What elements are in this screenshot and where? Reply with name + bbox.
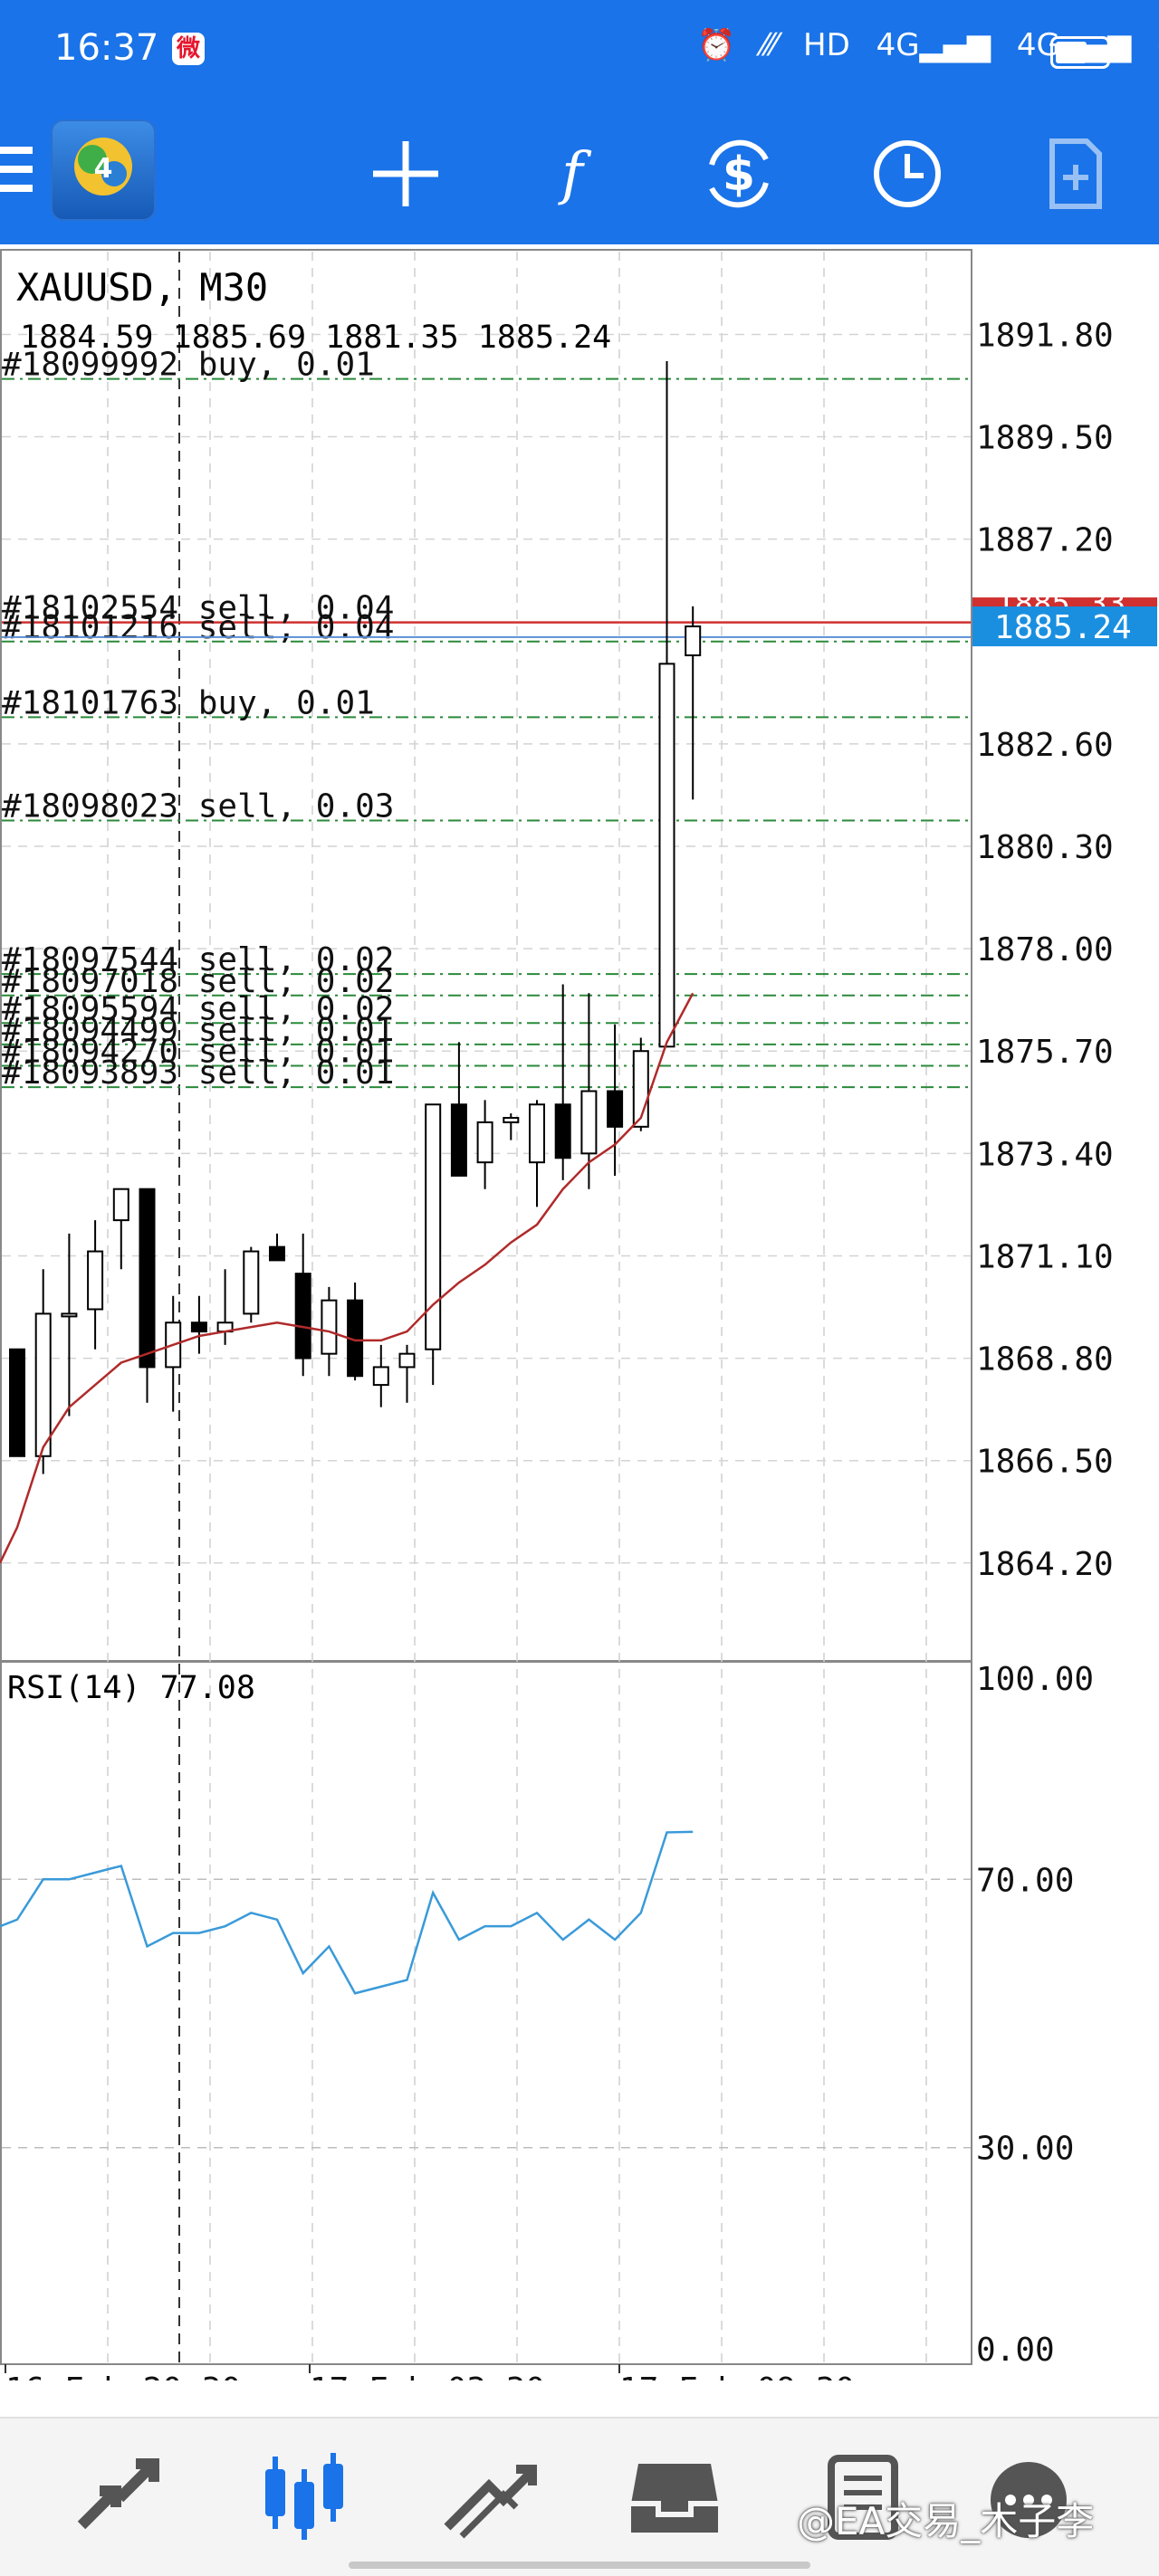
weibo-notification-icon: 微: [172, 33, 205, 65]
rsi-line: [0, 1830, 694, 1995]
price-tick: 1875.70: [976, 1034, 1114, 1071]
news-icon[interactable]: [806, 2446, 915, 2545]
order-label: #18098023 sell, 0.03: [2, 787, 394, 825]
bid-price-label: 1885.24: [994, 609, 1132, 646]
bid-price-tag: [972, 606, 1157, 647]
order-label: #18101763 buy, 0.01: [2, 684, 375, 721]
candle: [34, 1269, 52, 1474]
symbol-title: XAUUSD, M30: [16, 265, 268, 310]
price-tick: 1891.80: [976, 317, 1114, 354]
ma-line: [0, 992, 694, 1564]
candle: [503, 1113, 520, 1140]
svg-text:$: $: [723, 148, 755, 202]
trade-icon[interactable]: $: [694, 129, 784, 219]
menu-icon[interactable]: [0, 147, 33, 196]
candle: [9, 1348, 25, 1457]
candle: [269, 1233, 285, 1262]
candle: [476, 1100, 493, 1189]
battery-icon: [1050, 36, 1116, 69]
rsi-tick: 30.00: [976, 2131, 1074, 2168]
order-label: #18099992 buy, 0.01: [2, 347, 375, 384]
rsi-tick: 100.00: [976, 1661, 1094, 1698]
time-tick: 16 Feb 20:30: [5, 2371, 241, 2380]
candle: [372, 1344, 389, 1407]
order-label: #18095594 sell, 0.02: [2, 990, 394, 1027]
order-label: #18097544 sell, 0.02: [2, 941, 394, 978]
candle: [425, 1103, 442, 1386]
svg-text:4: 4: [94, 153, 113, 185]
rsi-label: RSI(14) 77.08: [7, 1670, 255, 1706]
order-label: #18102554 sell, 0.04: [2, 590, 394, 627]
order-label: #18094499 sell, 0.01: [2, 1012, 394, 1049]
chat-icon[interactable]: [978, 2446, 1087, 2545]
price-tick: 1873.40: [976, 1136, 1114, 1173]
candle: [112, 1188, 129, 1270]
price-tick: 1868.80: [976, 1341, 1114, 1379]
candle: [580, 993, 598, 1189]
candle: [243, 1246, 260, 1323]
watermark-text: @EA交易_木子李: [797, 2499, 1095, 2543]
metatrader-logo[interactable]: 4: [51, 119, 156, 221]
order-label: #18093893 sell, 0.01: [2, 1054, 394, 1092]
price-tick: 1887.20: [976, 522, 1114, 559]
trade-icon[interactable]: [435, 2446, 543, 2545]
bottom-navigation: @EA交易_木子李: [0, 2417, 1159, 2576]
price-chart[interactable]: #18099992 buy, 0.01#18102554 sell, 0.04#…: [0, 244, 1159, 2380]
crosshair-icon[interactable]: [360, 129, 451, 219]
time-tick: 17 Feb 03:30: [310, 2371, 545, 2380]
order-label: #18101216 sell, 0.04: [2, 609, 394, 646]
candle: [347, 1282, 364, 1381]
candle: [190, 1295, 207, 1354]
price-tick: 1889.50: [976, 420, 1114, 457]
candle: [87, 1220, 104, 1350]
chart-area[interactable]: #18099992 buy, 0.01 #18102554 sell, 0.04 #…: [0, 244, 1159, 2380]
alarm-icon: ⏰: [697, 27, 736, 63]
order-label: #18097018 sell, 0.02: [2, 963, 394, 1000]
ohlc-readout: 1884.59 1885.69 1881.35 1885.24: [20, 320, 611, 356]
chart-icon[interactable]: [249, 2446, 358, 2545]
candle: [450, 1042, 467, 1177]
4g-signal-icon: 4G▂▄▆: [876, 27, 991, 63]
price-axis: 1891.80 1889.50 1887.20 1882.60 1880.30 1878.…: [972, 317, 1157, 2369]
rsi-tick: 70.00: [976, 1862, 1074, 1899]
rsi-panel: [0, 1830, 694, 1995]
moving-average: [0, 992, 694, 1564]
candle: [61, 1233, 78, 1417]
home-indicator: [349, 2562, 810, 2569]
candle: [294, 1233, 311, 1377]
chart-grid: [0, 249, 972, 2365]
quotes-icon[interactable]: [63, 2446, 172, 2545]
app-toolbar: 4 f $: [0, 101, 1159, 244]
time-tick: 17 Feb 09:30: [619, 2371, 855, 2380]
candle: [658, 360, 675, 1048]
candle: [554, 984, 571, 1180]
clock-time: 16:37: [54, 27, 159, 69]
price-tick: 1864.20: [976, 1546, 1114, 1583]
price-tick: 1882.60: [976, 727, 1114, 764]
price-tick: 1866.50: [976, 1444, 1114, 1481]
new-document-icon[interactable]: [1029, 129, 1119, 219]
price-tick: 1878.00: [976, 931, 1114, 968]
order-lines: #18099992 buy, 0.01#18102554 sell, 0.04#…: [2, 347, 971, 1092]
candle: [529, 1100, 545, 1207]
indicators-icon[interactable]: f: [561, 140, 583, 207]
price-tick: 1880.30: [976, 829, 1114, 866]
candle: [685, 606, 702, 800]
rsi-tick: 0.00: [976, 2332, 1055, 2369]
wifi-icon: ◠: [1157, 27, 1159, 63]
status-bar: 16:37 微 ⏰ ⁄⁄⁄ HD 4G▂▄▆ 4G▂▄▆ ◠: [0, 0, 1159, 101]
hd-icon: HD: [803, 27, 850, 63]
candle: [607, 1024, 624, 1176]
order-label: #18094270 sell, 0.01: [2, 1033, 394, 1070]
candle: [165, 1295, 182, 1412]
period-icon[interactable]: [862, 129, 953, 219]
candle: [398, 1344, 416, 1403]
price-tick: 1871.10: [976, 1238, 1114, 1275]
candles: [9, 360, 702, 1474]
history-icon[interactable]: [620, 2446, 729, 2545]
candle: [139, 1188, 156, 1403]
nfc-icon: ⁄⁄⁄: [761, 27, 778, 63]
time-axis: 16 Feb 20:30 17 Feb 03:30 17 Feb 09:30: [5, 2364, 855, 2380]
